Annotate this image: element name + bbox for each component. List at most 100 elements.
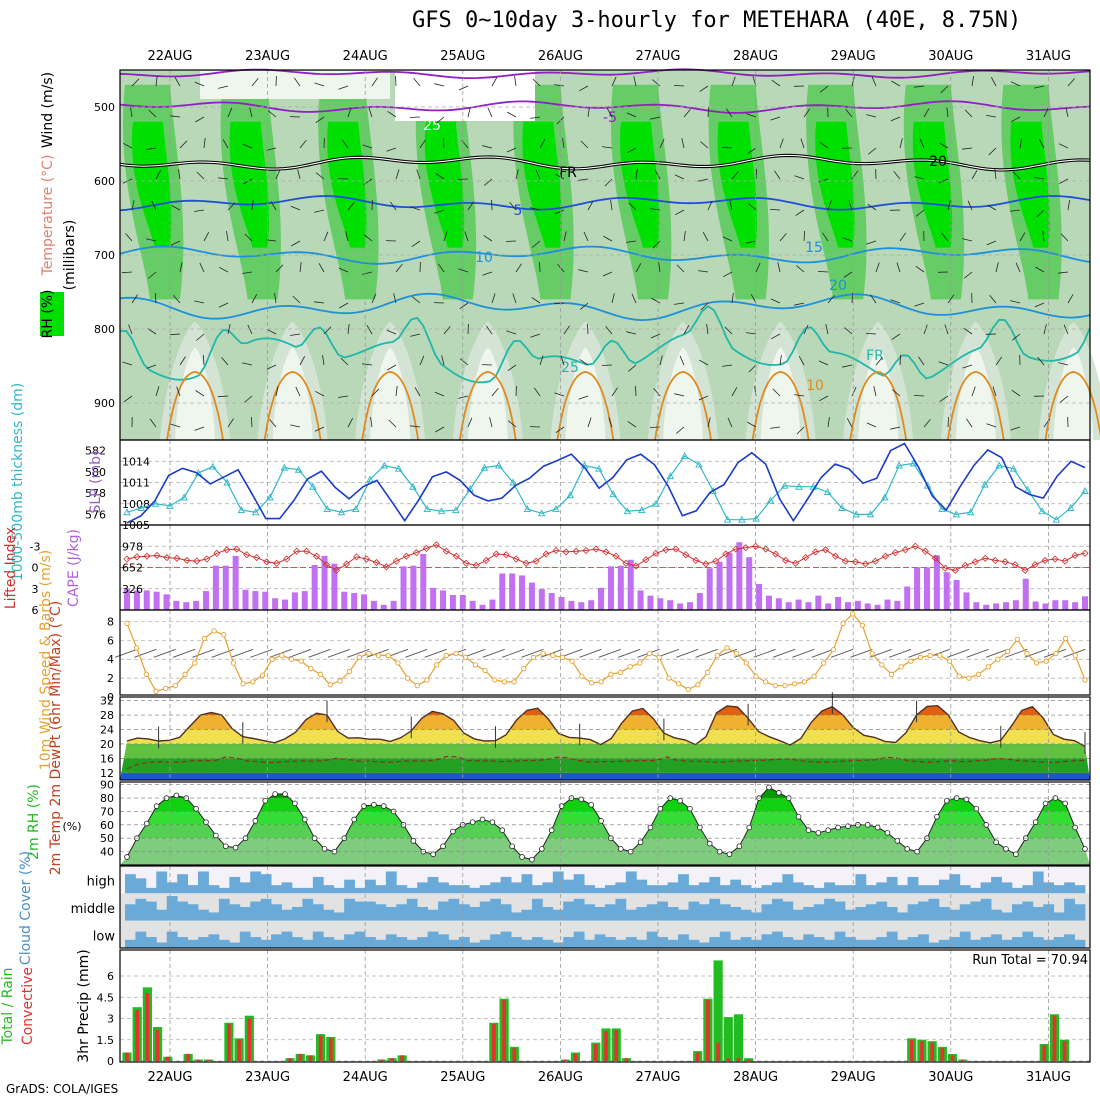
wind-frame [119, 609, 1091, 696]
cloud-bar-high [719, 885, 731, 894]
wind-speed-marker [521, 666, 527, 672]
lifted-index-marker [1011, 561, 1019, 569]
wind-barb [122, 361, 133, 366]
wind-speed-marker [656, 654, 662, 660]
wind-speed-marker [424, 677, 430, 683]
wind-barb [618, 648, 641, 658]
rh-marker [351, 816, 357, 823]
cloud-bar-high [250, 871, 262, 894]
cloud-bar-low [897, 939, 909, 948]
lifted-index-marker [911, 542, 919, 550]
wind-speed-marker [608, 671, 614, 677]
lifted-index-marker [133, 553, 141, 561]
wind-barb [434, 83, 445, 87]
wind-speed-marker [482, 667, 488, 674]
wind-barb [315, 390, 325, 397]
wind-barb [875, 262, 880, 273]
cape-bar [1032, 601, 1039, 610]
lifted-index-marker [1071, 551, 1079, 560]
rh-marker [153, 803, 160, 809]
wind-barb [626, 240, 637, 243]
cloud-bar-high [312, 876, 324, 894]
wind-barb [605, 326, 613, 335]
lifted-index-marker [662, 546, 670, 554]
wind-barb [290, 424, 301, 428]
wind-speed-marker [627, 664, 633, 670]
wind-speed-marker [646, 650, 653, 657]
wind-barb [873, 386, 877, 397]
wind-speed-marker [956, 673, 962, 679]
wind-barb [755, 262, 761, 273]
cloud-bar-low [719, 931, 731, 948]
wind-barb [393, 293, 397, 304]
cloud-bar-high [928, 885, 940, 894]
lifted-index-marker [183, 556, 191, 564]
slp-line [126, 442, 1086, 524]
date-label-bottom: 24AUG [343, 1070, 388, 1085]
wind-barb [338, 85, 349, 90]
lifted-index-marker [782, 556, 790, 564]
isotherm-label: 20 [829, 278, 847, 294]
wind-tick-label: 4 [107, 653, 114, 666]
precip-convective-bar [604, 1031, 608, 1061]
wind-barb [169, 333, 181, 336]
wind-barb [515, 169, 519, 180]
rh-lowlevel-white [663, 347, 703, 440]
cloud-bar-low [970, 939, 982, 948]
wind-barb [779, 138, 784, 149]
wind-barb [482, 145, 493, 149]
wind-barb [1067, 200, 1070, 211]
wind-barb [338, 395, 349, 398]
lifted-index-marker [462, 559, 470, 567]
cape-tick-label: 652 [122, 562, 143, 575]
wind-barb [347, 648, 370, 658]
rh-marker [884, 830, 891, 836]
cloud-bar-low [198, 937, 209, 948]
wind-speed-marker [772, 683, 778, 689]
cape-bar [272, 598, 279, 610]
date-label-top: 28AUG [733, 49, 778, 64]
thickness-marker [480, 463, 489, 471]
wind-speed-marker [269, 656, 275, 662]
wind-barb [995, 356, 1003, 366]
cloud-bar-low [573, 931, 585, 948]
wind-barb [587, 323, 589, 335]
cape-bar [173, 600, 180, 610]
cloud-bar-middle [396, 904, 408, 921]
wind-barb [867, 147, 877, 155]
wind-barb [676, 264, 685, 273]
cloud-bar-middle [615, 898, 627, 921]
thickness-marker [1081, 487, 1089, 494]
thickness-marker [380, 461, 389, 469]
rh-lowlevel-white [955, 347, 996, 440]
wind-barb [1067, 78, 1075, 87]
date-label-top: 30AUG [928, 49, 973, 64]
wind-barb [1012, 171, 1021, 180]
cloud-bar-middle [156, 909, 168, 921]
wind-barb [652, 240, 661, 249]
wind-barb [707, 106, 709, 118]
wind-barb [633, 76, 637, 87]
wind-barb [362, 144, 373, 149]
wind-axis-label: 10m Wind Speed & Barbs (m/s) [38, 550, 54, 770]
cloud-bar-middle [678, 909, 689, 921]
wind-speed-marker [792, 681, 798, 687]
wind-barb [413, 78, 421, 87]
wind-barb [794, 394, 805, 397]
cloud-bar-high [333, 887, 345, 894]
wind-barb [915, 209, 925, 217]
wind-barb [580, 140, 589, 149]
thickness-marker [537, 509, 546, 517]
wind-barb [194, 209, 205, 212]
cape-bar [212, 565, 219, 610]
cloud-bar-middle [824, 898, 835, 921]
wind-speed-marker [211, 628, 217, 634]
wind-barb [467, 107, 471, 118]
wind-barb [314, 426, 325, 432]
cloud-bar-middle [865, 904, 877, 921]
wind-barb [299, 356, 306, 366]
wind-barb [1043, 418, 1051, 428]
wind-barb [1058, 143, 1069, 149]
cape-bar [696, 593, 703, 610]
legend-temperature: Temperature (°C) [40, 155, 56, 277]
